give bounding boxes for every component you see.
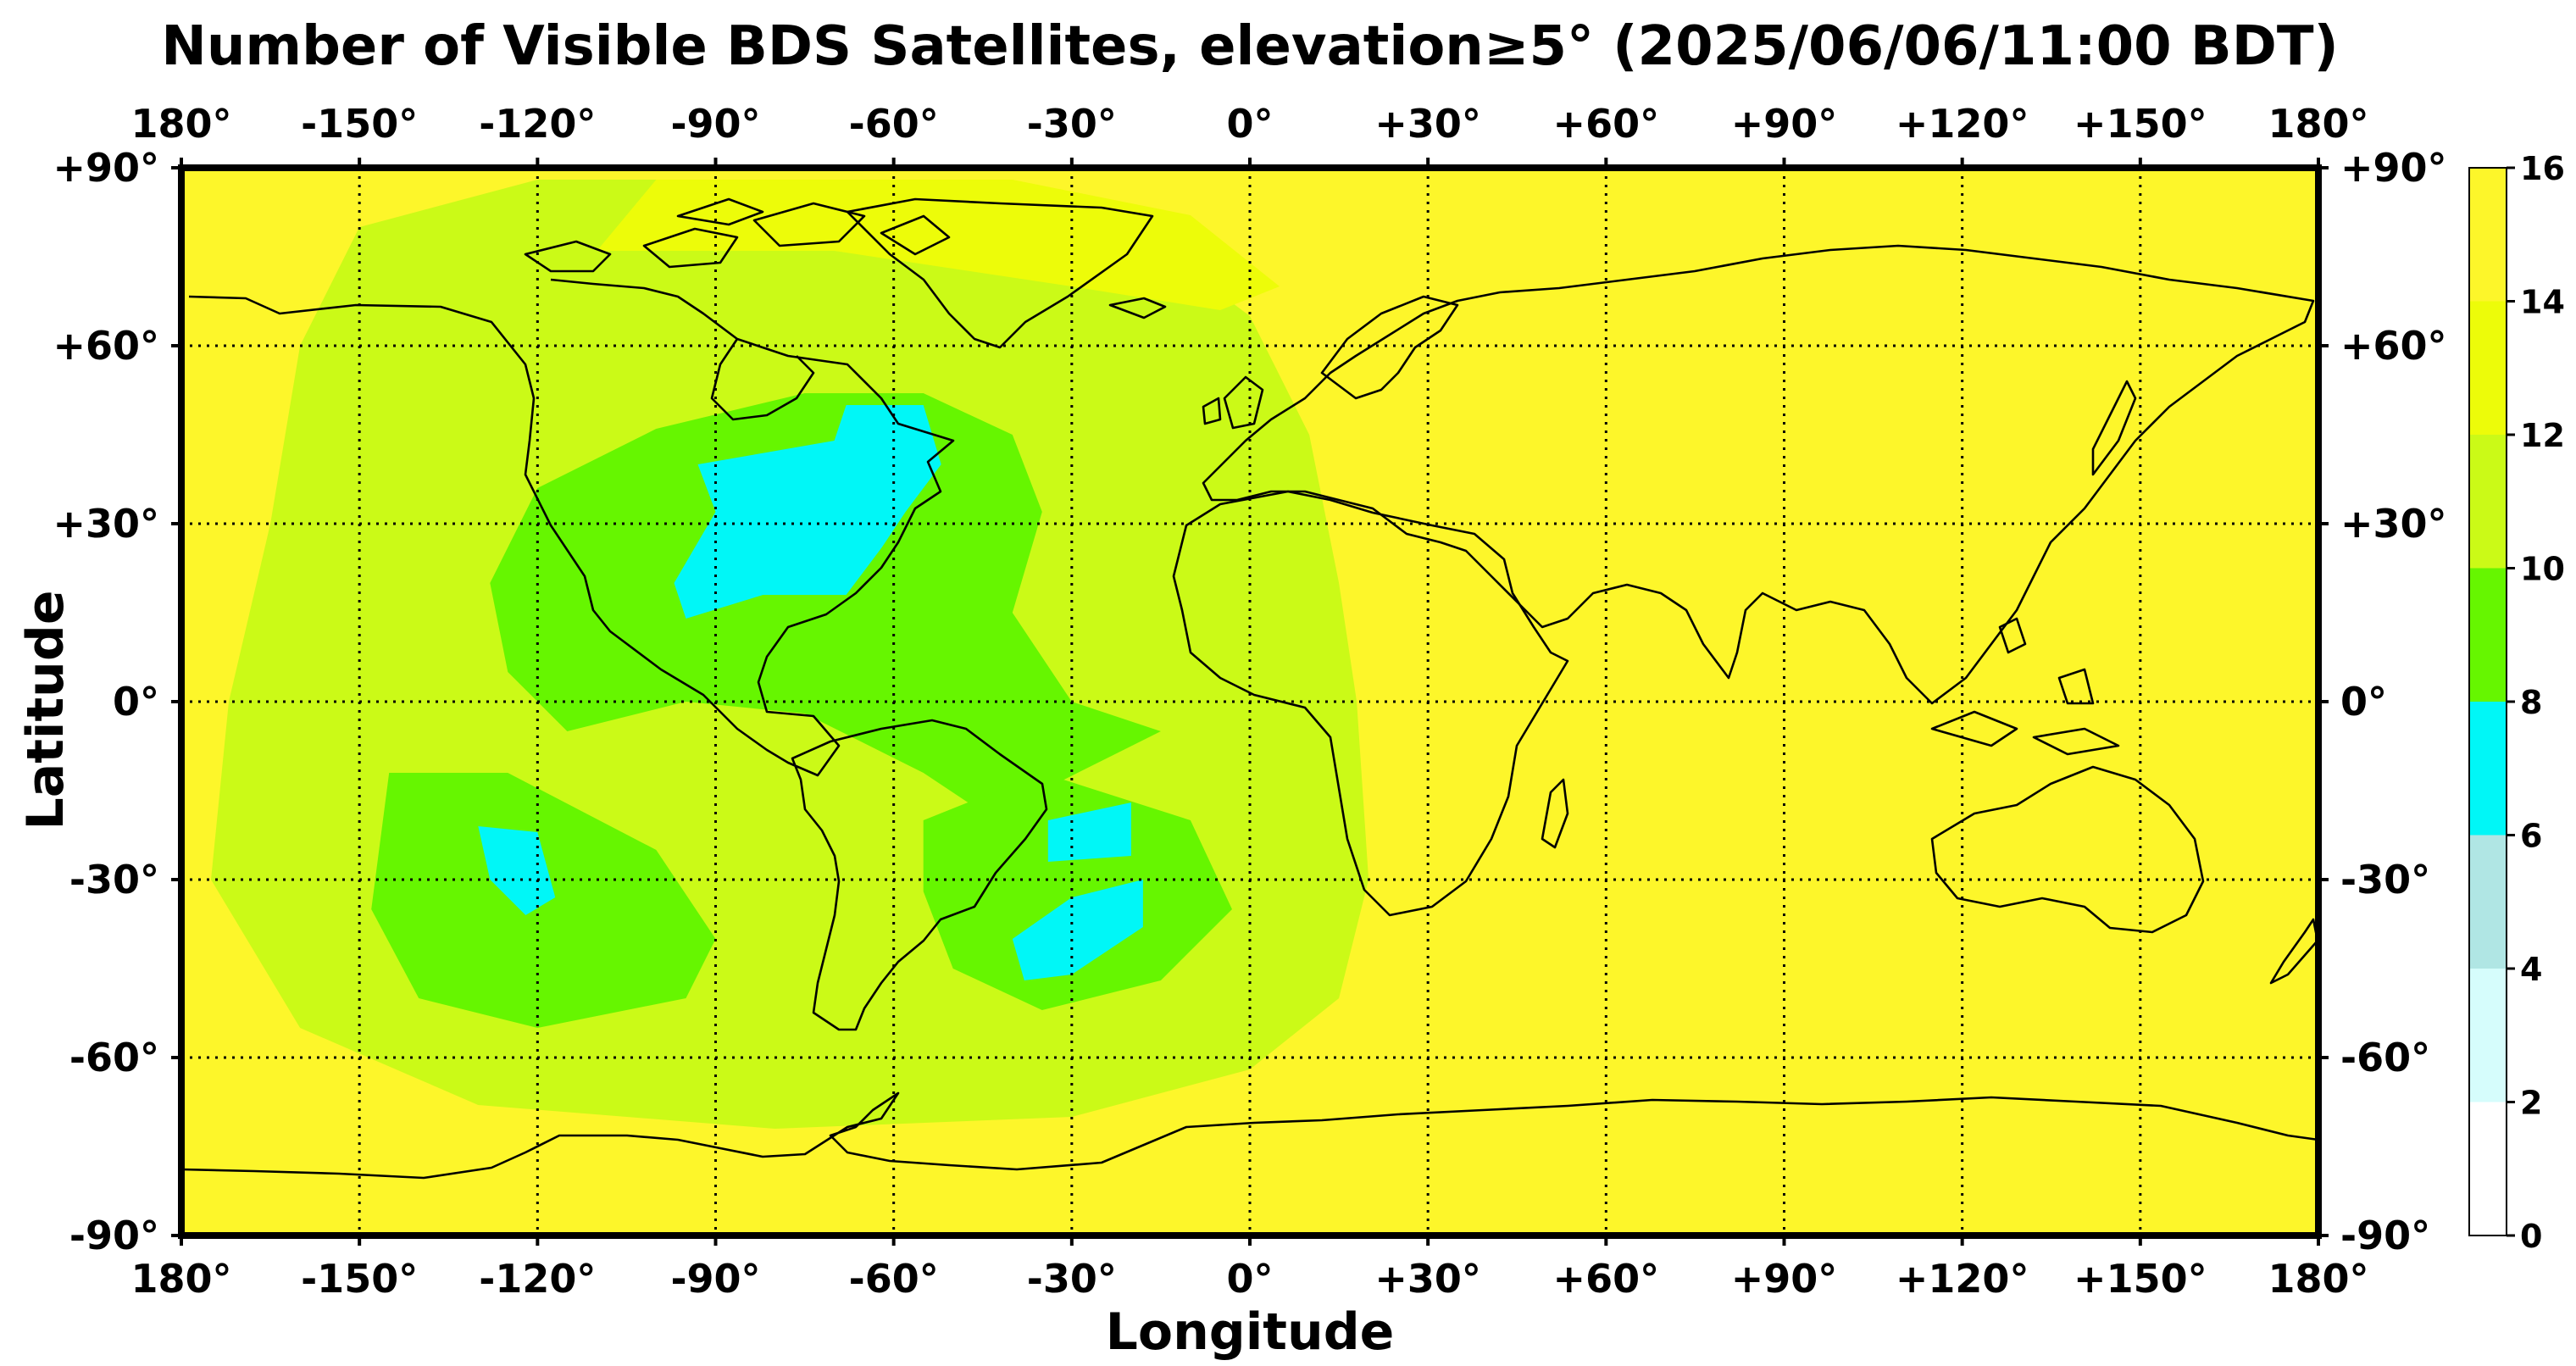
colorbar-tick-label: 14 [2520,284,2565,321]
left-lat-tick-label: +60° [53,323,159,369]
bottom-lon-tick-label: 180° [130,1256,231,1302]
bottom-lon-tick-label: -150° [301,1256,418,1302]
left-lat-tick-label: 0° [113,679,159,725]
coastlines [181,197,2318,1180]
colorbar-bin [2469,702,2507,836]
colorbar-tick-label: 16 [2520,150,2565,187]
coast-japan [2091,380,2137,476]
bottom-lon-tick-label: +120° [1896,1256,2029,1302]
right-lat-tick-label: -30° [2340,857,2430,902]
left-lat-tick-label: +30° [53,501,159,547]
coast-eurasia [1202,244,2315,705]
left-lat-tick-label: -30° [69,857,159,902]
colorbar-bin [2469,568,2507,702]
top-lon-tick-label: -150° [301,101,418,147]
region-minimum-A [674,405,941,619]
visibility-regions [211,180,1369,1129]
right-lat-tick-label: +60° [2340,323,2447,369]
coast-south-america [791,719,1048,1031]
colorbar-tick-label: 12 [2520,417,2565,454]
coast-antarctica [181,1091,2318,1180]
colorbar: 0 2 4 6 8 10 12 14 16 [2468,150,2565,1255]
coast-british-isles [1202,375,1264,430]
right-lat-tick-label: -90° [2340,1213,2430,1258]
colorbar-bin [2469,301,2507,435]
bottom-lon-tick-label: +30° [1374,1256,1481,1302]
top-lon-tick-label: +30° [1374,101,1481,147]
bottom-lon-tick-label: -30° [1027,1256,1117,1302]
colorbar-bin [2469,835,2507,969]
top-lon-tick-label: -60° [849,101,939,147]
top-lon-tick-label: 0° [1226,101,1273,147]
bottom-longitude-labels: 180° -150° -120° -90° -60° -30° 0° +30° +60° +90°… [130,1256,2368,1302]
x-axis-label: Longitude [1106,1302,1395,1362]
right-latitude-labels: +90° +60° +30° 0° -30° -60° -90° [2340,145,2447,1258]
bottom-lon-tick-label: 180° [2268,1256,2368,1302]
colorbar-tick-label: 0 [2520,1218,2542,1255]
right-lat-tick-label: 0° [2340,679,2387,725]
top-lon-tick-label: +150° [2074,101,2207,147]
bottom-lon-tick-label: 0° [1226,1256,1273,1302]
colorbar-bin [2469,969,2507,1102]
coast-madagascar [1541,778,1569,849]
top-longitude-labels: 180° -150° -120° -90° -60° -30° 0° +30° +60° +90°… [130,101,2368,147]
left-lat-tick-label: -60° [69,1035,159,1080]
top-lon-tick-label: 180° [130,101,231,147]
region-upper-green-band [597,180,1280,310]
coast-southeast-asia-islands [1930,617,2120,756]
bottom-lon-tick-label: +60° [1553,1256,1660,1302]
region-south-atlantic [923,773,1232,1010]
bottom-lon-tick-label: +150° [2074,1256,2207,1302]
coast-africa [1172,490,1569,917]
top-lon-tick-label: +120° [1896,101,2029,147]
region-minimum-D [1012,880,1143,980]
right-lat-tick-label: -60° [2340,1035,2430,1080]
top-lon-tick-label: -90° [670,101,760,147]
region-minimum-B [478,826,556,915]
region-north-pacific-atlantic [490,393,1161,832]
region-minimum-C [1047,802,1131,862]
colorbar-bin [2469,1102,2507,1236]
bottom-lon-tick-label: +90° [1731,1256,1838,1302]
bottom-lon-tick-label: -60° [849,1256,939,1302]
top-lon-tick-label: 180° [2268,101,2368,147]
bottom-lon-tick-label: -120° [479,1256,596,1302]
coast-greenland [846,197,1154,349]
map-area [181,168,2318,1236]
chart-title: Number of Visible BDS Satellites, elevat… [161,15,2338,78]
coast-arctic-islands [524,197,951,273]
y-axis-label: Latitude [16,590,75,830]
colorbar-tick-label: 8 [2520,684,2542,721]
axis-ticks [171,158,2329,1246]
colorbar-bin [2469,168,2507,302]
coast-new-zealand [2269,918,2318,985]
colorbar-tick-label: 4 [2520,951,2542,988]
coast-hudson-bay [710,338,815,421]
right-lat-tick-label: +90° [2340,145,2447,191]
coast-australia [1930,765,2205,934]
coast-iceland [1108,297,1167,319]
coast-north-america [188,278,955,777]
right-lat-tick-label: +30° [2340,501,2447,547]
top-lon-tick-label: +90° [1731,101,1838,147]
top-lon-tick-label: +60° [1553,101,1660,147]
left-latitude-labels: +90° +60° +30° 0° -30° -60° -90° [53,145,159,1258]
colorbar-tick-label: 6 [2520,818,2542,855]
left-lat-tick-label: +90° [53,145,159,191]
colorbar-tick-label: 10 [2520,551,2565,588]
top-lon-tick-label: -30° [1027,101,1117,147]
graticule [181,168,2318,1236]
top-lon-tick-label: -120° [479,101,596,147]
coast-scandinavia [1320,295,1459,400]
colorbar-bin [2469,435,2507,569]
colorbar-tick-label: 2 [2520,1085,2542,1122]
left-lat-tick-label: -90° [69,1213,159,1258]
bottom-lon-tick-label: -90° [670,1256,760,1302]
